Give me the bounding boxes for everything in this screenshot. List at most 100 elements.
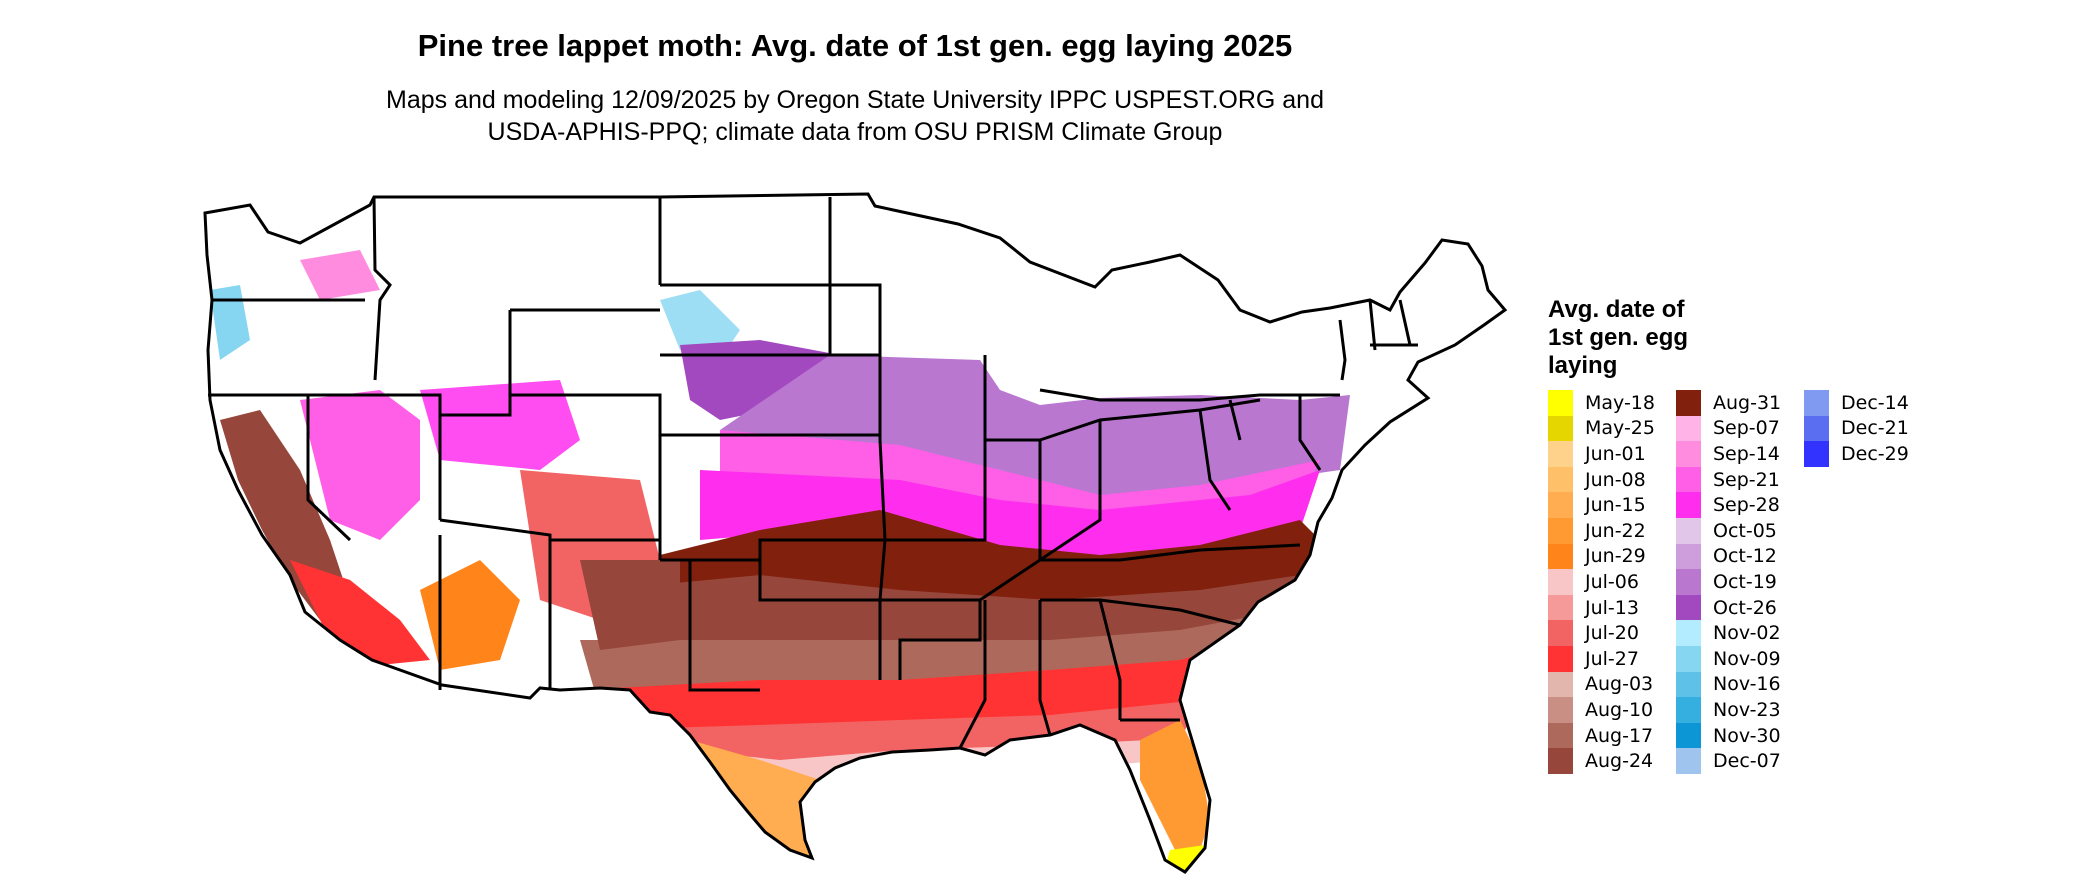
subtitle-line-1: Maps and modeling 12/09/2025 by Oregon S… — [386, 86, 1324, 114]
legend-label: Jul-20 — [1585, 622, 1639, 645]
legend-item: Sep-14 — [1676, 441, 1781, 467]
legend-label: Jun-22 — [1585, 519, 1646, 542]
legend-item: Jun-15 — [1548, 492, 1655, 518]
legend-item: May-18 — [1548, 390, 1655, 416]
legend-column-3: Dec-14 Dec-21 Dec-29 — [1804, 390, 1909, 467]
legend-label: Nov-02 — [1713, 622, 1781, 645]
legend-label: Jul-27 — [1585, 647, 1639, 670]
legend-swatch — [1676, 517, 1701, 544]
legend-item: Nov-02 — [1676, 620, 1781, 646]
legend-swatch — [1676, 620, 1701, 646]
legend-label: Nov-16 — [1713, 673, 1781, 696]
legend-swatch — [1676, 645, 1701, 672]
legend-item: Jun-22 — [1548, 517, 1655, 544]
legend-item: Aug-24 — [1548, 748, 1655, 774]
legend-label: Aug-31 — [1713, 391, 1782, 414]
legend-swatch — [1804, 441, 1829, 467]
legend-item: Aug-10 — [1548, 697, 1655, 723]
legend-label: Sep-14 — [1713, 442, 1780, 465]
legend-label: Jun-15 — [1585, 494, 1646, 517]
legend-item: May-25 — [1548, 415, 1655, 442]
legend-label: Oct-19 — [1713, 570, 1777, 593]
legend-item: Sep-07 — [1676, 415, 1781, 442]
legend-swatch — [1548, 671, 1573, 698]
legend-item: Dec-21 — [1804, 415, 1909, 442]
subtitle-line-2: USDA-APHIS-PPQ; climate data from OSU PR… — [487, 118, 1223, 146]
legend-title-line: 1st gen. egg — [1548, 324, 1689, 351]
legend-label: Aug-24 — [1585, 750, 1654, 773]
legend-swatch — [1676, 569, 1701, 595]
legend-swatch — [1676, 748, 1701, 774]
legend-label: Jul-13 — [1585, 596, 1639, 619]
legend-swatch — [1548, 722, 1573, 749]
legend-item: Nov-09 — [1676, 645, 1781, 672]
legend-item: Aug-31 — [1676, 390, 1781, 416]
conus-map — [203, 192, 1508, 874]
legend-item: Dec-14 — [1804, 390, 1909, 416]
legend-label: Sep-07 — [1713, 417, 1780, 440]
map-subtitle: Maps and modeling 12/09/2025 by Oregon S… — [0, 84, 1710, 148]
legend-title: Avg. date of 1st gen. egg laying — [1548, 296, 1748, 380]
legend-item: Jul-20 — [1548, 620, 1655, 646]
legend-swatch — [1548, 697, 1573, 723]
legend-label: Sep-28 — [1713, 494, 1780, 517]
legend-label: May-25 — [1585, 417, 1655, 440]
legend-label: Dec-14 — [1841, 391, 1909, 414]
legend-item: Oct-26 — [1676, 594, 1781, 621]
legend-swatch — [1548, 748, 1573, 774]
legend-label: Aug-03 — [1585, 673, 1654, 696]
legend-swatch — [1676, 543, 1701, 570]
legend-swatch — [1676, 466, 1701, 493]
legend-item: Jul-27 — [1548, 645, 1655, 672]
egg-laying-zones — [205, 194, 1505, 872]
legend-label: Dec-21 — [1841, 417, 1909, 440]
legend-label: Nov-23 — [1713, 698, 1781, 721]
legend-item: Jun-29 — [1548, 543, 1655, 570]
legend-label: Nov-30 — [1713, 724, 1781, 747]
legend-item: Nov-23 — [1676, 697, 1781, 723]
legend-swatch — [1548, 517, 1573, 544]
legend-swatch — [1804, 415, 1829, 442]
legend-swatch — [1548, 390, 1573, 416]
legend-item: Oct-05 — [1676, 517, 1781, 544]
legend-item: Jun-01 — [1548, 441, 1655, 467]
legend-label: Dec-29 — [1841, 442, 1909, 465]
legend-item: Oct-19 — [1676, 569, 1781, 595]
legend-swatch — [1548, 620, 1573, 646]
legend-label: Nov-09 — [1713, 647, 1781, 670]
legend-swatch — [1676, 697, 1701, 723]
legend-label: Oct-05 — [1713, 519, 1777, 542]
legend-label: Jul-06 — [1585, 570, 1639, 593]
legend-swatch — [1548, 543, 1573, 570]
legend-swatch — [1548, 569, 1573, 595]
legend-title-line: Avg. date of — [1548, 296, 1685, 323]
legend-label: Aug-17 — [1585, 724, 1654, 747]
legend-swatch — [1548, 415, 1573, 442]
legend-swatch — [1548, 492, 1573, 518]
legend-item: Sep-21 — [1676, 466, 1781, 493]
legend-label: Oct-26 — [1713, 596, 1777, 619]
legend-item: Jun-08 — [1548, 466, 1655, 493]
legend-item: Sep-28 — [1676, 492, 1781, 518]
legend-item: Jul-06 — [1548, 569, 1655, 595]
legend-swatch — [1548, 645, 1573, 672]
legend-item: Oct-12 — [1676, 543, 1781, 570]
legend-title-line: laying — [1548, 352, 1618, 379]
legend-swatch — [1676, 390, 1701, 416]
legend-label: May-18 — [1585, 391, 1655, 414]
legend-item: Jul-13 — [1548, 594, 1655, 621]
legend-swatch — [1548, 466, 1573, 493]
legend-item: Dec-29 — [1804, 441, 1909, 467]
map-title: Pine tree lappet moth: Avg. date of 1st … — [417, 28, 1293, 63]
legend-label: Sep-21 — [1713, 468, 1780, 491]
legend-label: Jun-08 — [1585, 468, 1646, 491]
legend-item: Nov-16 — [1676, 671, 1781, 698]
legend-column-1: May-18 May-25 Jun-01 Jun-08 Jun-15 Jun-22 Jun-… — [1548, 390, 1655, 774]
legend-swatch — [1804, 390, 1829, 416]
legend-swatch — [1548, 594, 1573, 621]
legend-swatch — [1676, 671, 1701, 698]
legend-label: Jun-01 — [1585, 442, 1646, 465]
legend-swatch — [1676, 441, 1701, 467]
legend-swatch — [1548, 441, 1573, 467]
legend-label: Jun-29 — [1585, 545, 1646, 568]
